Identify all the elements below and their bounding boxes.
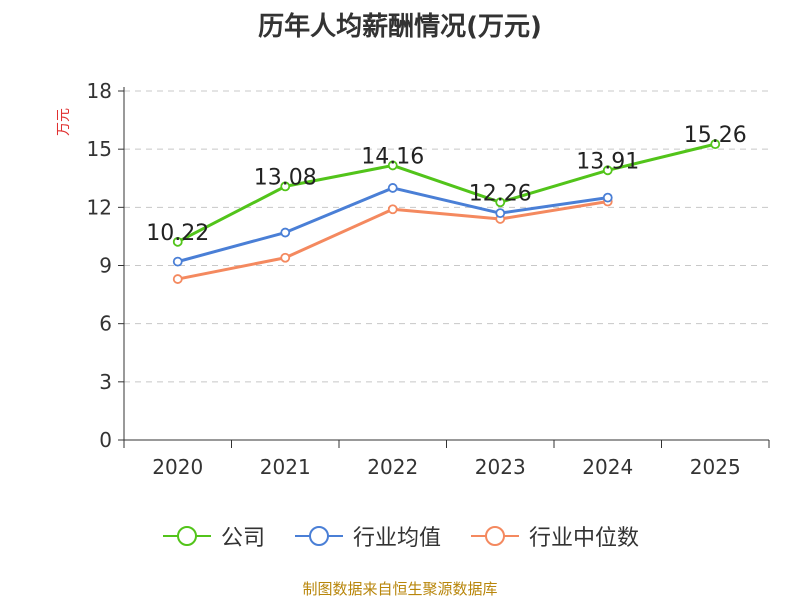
x-tick-label: 2025 [690, 455, 741, 479]
series-point-1 [387, 183, 398, 193]
y-tick-label: 12 [87, 195, 112, 219]
x-tick-label: 2021 [260, 455, 311, 479]
series-point-1 [172, 256, 183, 267]
y-tick-label: 18 [87, 79, 112, 103]
x-tick-label: 2022 [367, 455, 418, 479]
legend-item-company[interactable]: 公司 [161, 520, 265, 552]
legend-marker-industry-mean [294, 526, 343, 546]
legend-marker-company [162, 526, 211, 546]
x-tick-label: 2020 [152, 455, 203, 479]
series-point-0 [602, 165, 613, 176]
data-label: 14.16 [361, 144, 424, 169]
legend-item-industry-median[interactable]: 行业中位数 [469, 520, 639, 552]
data-label: 15.26 [684, 123, 747, 148]
y-tick-label: 6 [99, 312, 112, 336]
series-point-1 [495, 208, 506, 219]
series-line-1 [177, 186, 608, 264]
chart-title: 历年人均薪酬情况(万元) [258, 12, 542, 42]
data-label: 13.08 [254, 165, 317, 190]
y-tick-label: 0 [99, 428, 112, 452]
legend-label-industry-mean: 行业均值 [352, 526, 441, 551]
series-point-2 [172, 274, 183, 284]
legend-item-industry-mean[interactable]: 行业均值 [293, 520, 441, 552]
data-label: 13.91 [576, 149, 639, 174]
y-tick-label: 3 [99, 370, 112, 394]
legend: 公司 行业均值 行业中位数 [0, 520, 800, 552]
series-point-0 [710, 139, 721, 150]
y-tick-label: 15 [87, 137, 112, 161]
legend-label-industry-median: 行业中位数 [529, 526, 640, 551]
legend-marker-industry-median [471, 526, 519, 546]
series-point-0 [387, 160, 398, 171]
series-point-2 [280, 252, 291, 263]
x-tick-label: 2024 [582, 455, 633, 479]
source-note: 制图数据来自恒生聚源数据库 [302, 580, 498, 598]
y-axis-unit-label: 万元 [56, 108, 72, 136]
series-point-2 [387, 204, 398, 215]
data-label: 10.22 [146, 221, 209, 246]
data-label: 12.26 [469, 181, 532, 206]
series-point-1 [602, 192, 613, 203]
series-point-0 [280, 181, 291, 192]
x-tick-label: 2023 [475, 455, 526, 479]
y-tick-label: 9 [99, 254, 112, 278]
series-line-0 [177, 142, 716, 244]
series-point-0 [172, 236, 183, 247]
series-point-1 [280, 227, 291, 238]
series-point-0 [495, 197, 506, 208]
legend-label-company: 公司 [220, 526, 265, 551]
